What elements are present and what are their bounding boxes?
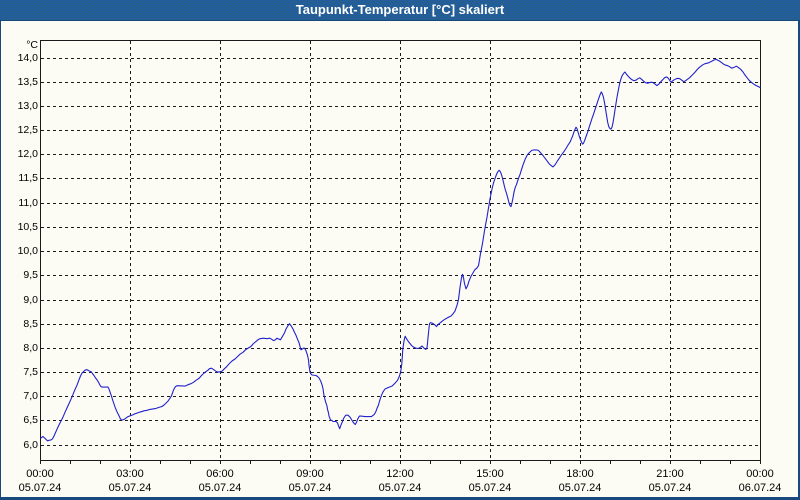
svg-text:18:00: 18:00 <box>566 468 594 480</box>
svg-text:11,5: 11,5 <box>18 172 38 184</box>
svg-text:05.07.24: 05.07.24 <box>469 482 512 494</box>
svg-text:6,0: 6,0 <box>23 439 38 451</box>
svg-text:13,5: 13,5 <box>18 76 39 88</box>
svg-text:9,5: 9,5 <box>23 269 38 281</box>
svg-text:00:00: 00:00 <box>746 468 774 480</box>
svg-text:12,0: 12,0 <box>18 148 39 160</box>
svg-text:7,5: 7,5 <box>23 366 38 378</box>
svg-text:13,0: 13,0 <box>18 100 39 112</box>
svg-text:8,5: 8,5 <box>23 318 38 330</box>
svg-text:03:00: 03:00 <box>116 468 144 480</box>
svg-text:7,0: 7,0 <box>23 390 38 402</box>
svg-text:8,0: 8,0 <box>23 342 38 354</box>
svg-text:05.07.24: 05.07.24 <box>289 482 332 494</box>
svg-text:00:00: 00:00 <box>26 468 54 480</box>
svg-text:14,0: 14,0 <box>18 52 39 64</box>
svg-text:°C: °C <box>26 39 38 51</box>
svg-text:05.07.24: 05.07.24 <box>19 482 62 494</box>
svg-text:05.07.24: 05.07.24 <box>109 482 152 494</box>
svg-text:10,0: 10,0 <box>18 245 39 257</box>
svg-text:09:00: 09:00 <box>296 468 324 480</box>
svg-text:21:00: 21:00 <box>656 468 684 480</box>
svg-text:6,5: 6,5 <box>23 414 38 426</box>
svg-text:05.07.24: 05.07.24 <box>649 482 692 494</box>
svg-text:12,5: 12,5 <box>18 124 39 136</box>
svg-text:05.07.24: 05.07.24 <box>559 482 602 494</box>
svg-text:12:00: 12:00 <box>386 468 414 480</box>
svg-text:10,5: 10,5 <box>18 221 39 233</box>
svg-text:11,0: 11,0 <box>18 197 38 209</box>
svg-text:06.07.24: 06.07.24 <box>739 482 782 494</box>
svg-text:06:00: 06:00 <box>206 468 234 480</box>
svg-text:9,0: 9,0 <box>23 294 38 306</box>
svg-text:05.07.24: 05.07.24 <box>379 482 422 494</box>
svg-text:05.07.24: 05.07.24 <box>199 482 242 494</box>
svg-text:15:00: 15:00 <box>476 468 504 480</box>
